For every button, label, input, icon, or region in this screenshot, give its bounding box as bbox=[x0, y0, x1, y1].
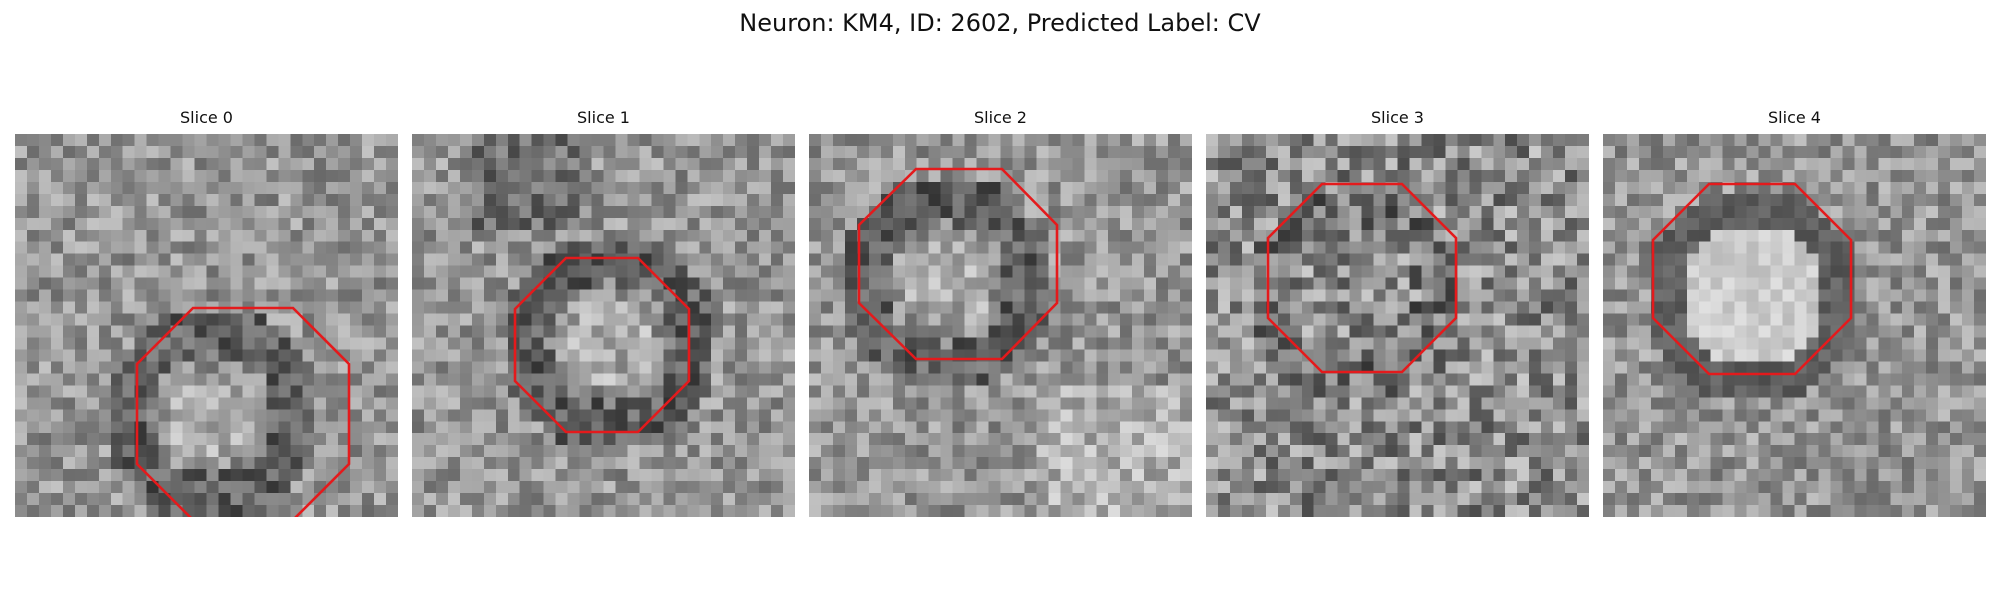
slice-panel-1: Slice 1 bbox=[412, 108, 795, 517]
microscopy-slice-image bbox=[1603, 134, 1986, 517]
slice-title: Slice 1 bbox=[577, 108, 630, 127]
slice-panel-4: Slice 4 bbox=[1603, 108, 1986, 517]
roi-octagon-outline bbox=[857, 167, 1059, 361]
slice-panel-0: Slice 0 bbox=[15, 108, 398, 517]
microscopy-slice-image bbox=[1206, 134, 1589, 517]
slice-title: Slice 4 bbox=[1768, 108, 1821, 127]
figure-title: Neuron: KM4, ID: 2602, Predicted Label: … bbox=[739, 9, 1261, 37]
roi-octagon-outline bbox=[513, 256, 691, 434]
slice-title: Slice 0 bbox=[180, 108, 233, 127]
slice-panel-2: Slice 2 bbox=[809, 108, 1192, 517]
microscopy-slice-image bbox=[412, 134, 795, 517]
microscopy-slice-image bbox=[15, 134, 398, 517]
slice-title: Slice 3 bbox=[1371, 108, 1424, 127]
microscopy-slice-image bbox=[809, 134, 1192, 517]
slice-panel-3: Slice 3 bbox=[1206, 108, 1589, 517]
slice-title: Slice 2 bbox=[974, 108, 1027, 127]
roi-octagon-outline bbox=[1651, 182, 1853, 376]
roi-octagon-outline bbox=[1266, 182, 1458, 374]
roi-octagon-outline bbox=[135, 306, 351, 517]
